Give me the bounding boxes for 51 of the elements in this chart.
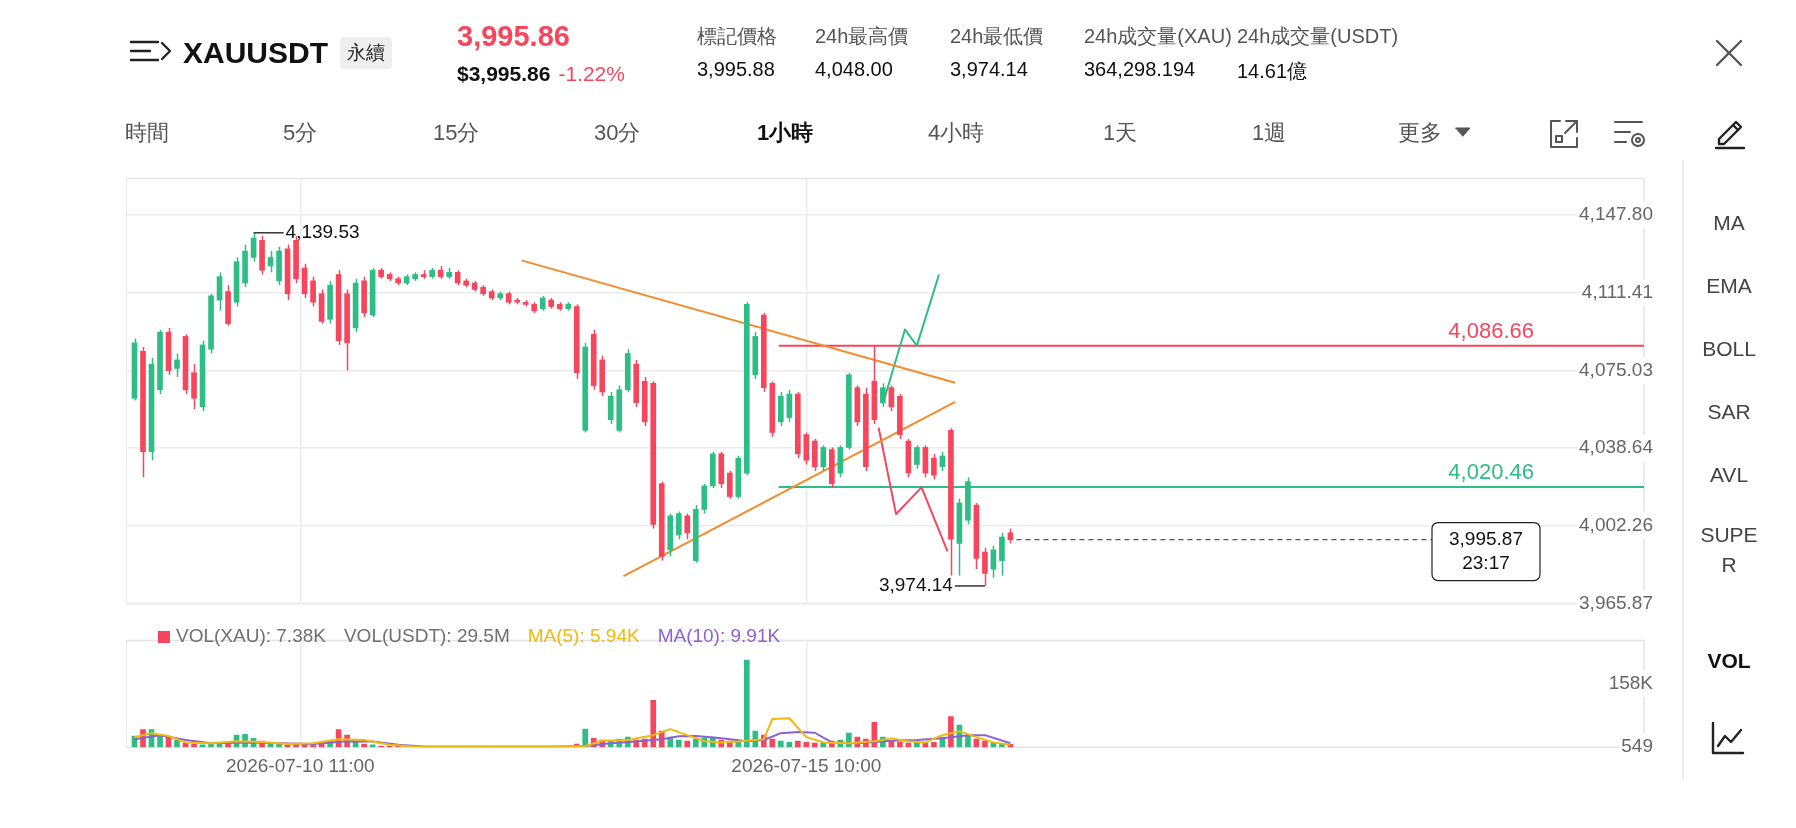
text: 24h最低價 xyxy=(950,24,1044,49)
text: 24h成交量(USDT) xyxy=(1237,24,1399,49)
x-tick-label: 2026-07-15 10:00 xyxy=(731,754,882,776)
y-tick-label: 549 xyxy=(1621,735,1653,757)
text: 4,048.00 xyxy=(815,58,893,81)
text: 3,974.14 xyxy=(950,58,1028,81)
text: MA(10): 9.91K xyxy=(657,625,781,647)
text: 24h最高價 xyxy=(815,24,909,49)
text: 1天 xyxy=(1103,119,1138,147)
text: 1週 xyxy=(1252,119,1287,147)
y-tick-label: 4,111.41 xyxy=(1581,281,1653,303)
y-tick-label: 4,002.26 xyxy=(1579,514,1653,536)
annotation: 23:17 xyxy=(1462,551,1510,573)
text: MA xyxy=(1712,210,1746,236)
text: 3,995.88 xyxy=(697,58,775,81)
text: 3,995.86 xyxy=(457,20,570,53)
legend-label: VOL(XAU): 7.38K xyxy=(176,625,327,647)
text: XAUUSDT xyxy=(183,36,329,70)
text: 永續 xyxy=(340,37,393,69)
text: VOL xyxy=(1706,648,1752,674)
text: 更多 xyxy=(1398,119,1442,147)
ref-line-label: 4,086.66 xyxy=(1448,317,1534,343)
text: 4小時 xyxy=(928,119,985,147)
text: 時間 xyxy=(125,119,169,147)
text: AVL xyxy=(1708,462,1750,488)
text: 14.61億 xyxy=(1237,59,1308,84)
text: $3,995.86 xyxy=(457,62,551,86)
y-tick-label: 4,147.80 xyxy=(1579,203,1653,225)
y-tick-label: 158K xyxy=(1608,672,1654,693)
text: EMA xyxy=(1705,273,1753,299)
text: 標記價格 xyxy=(697,24,777,49)
annotation: VOL(USDT): 29.5M xyxy=(343,625,510,647)
annotation: 3,974.14 xyxy=(878,574,954,596)
text: -1.22% xyxy=(558,62,625,86)
y-tick-label: 3,965.87 xyxy=(1579,591,1653,613)
text: SUPER xyxy=(1699,522,1759,578)
text: 364,298.194 xyxy=(1084,58,1196,81)
text: 24h成交量(XAU) xyxy=(1084,24,1232,49)
text: MA(5): 5.94K xyxy=(527,625,640,647)
text: 5分 xyxy=(283,119,318,147)
y-tick-label: 4,038.64 xyxy=(1579,436,1654,458)
x-tick-label: 2026-07-10 11:00 xyxy=(226,754,375,776)
ref-line-label: 3,995.87 xyxy=(1449,527,1523,549)
text: 30分 xyxy=(594,119,641,147)
text: SAR xyxy=(1706,399,1752,425)
text: 15分 xyxy=(433,119,480,147)
text: 1小時 xyxy=(757,119,814,147)
ref-line-label: 4,020.46 xyxy=(1448,459,1534,485)
text: BOLL xyxy=(1701,336,1757,362)
y-tick-label: 4,075.03 xyxy=(1579,358,1653,380)
annotation: 4,139.53 xyxy=(285,221,360,243)
